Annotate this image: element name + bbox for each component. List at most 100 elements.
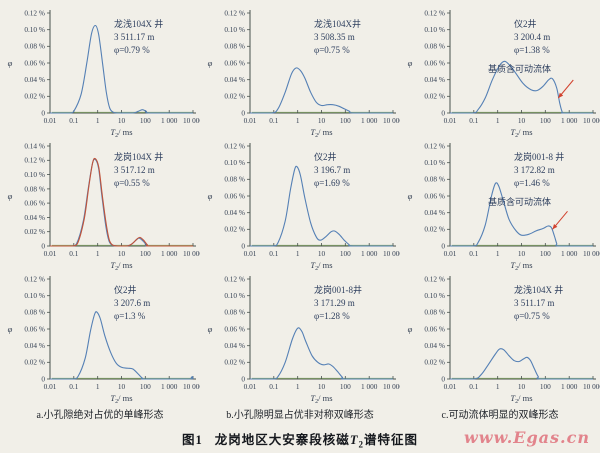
svg-text:φ: φ <box>408 191 413 201</box>
svg-text:0.01: 0.01 <box>444 116 457 125</box>
subfigure-captions: a.小孔隙绝对占优的单峰形态 b.小孔隙明显占优非对称双峰形态 c.可动流体明显… <box>0 406 600 421</box>
svg-text:0.04 %: 0.04 % <box>24 213 45 222</box>
svg-text:10: 10 <box>318 382 326 391</box>
well-annotation: 龙浅104X 井 3 511.17 m φ=0.79 % <box>114 18 163 57</box>
svg-text:1: 1 <box>96 382 100 391</box>
chart-cell-r2c1: 0 0.02 % 0.04 % 0.06 % 0.08 % 0.10 % 0.12 % 0.1… <box>0 138 200 271</box>
well-depth: 3 508.35 m <box>314 32 355 43</box>
chart-grid: 0 0.02 % 0.04 % 0.06 % 0.08 % 0.10 % 0.12 % 0.0… <box>0 5 600 404</box>
svg-text:0: 0 <box>441 374 445 383</box>
well-depth: 3 207.6 m <box>114 298 151 309</box>
svg-text:0.04 %: 0.04 % <box>424 341 445 350</box>
svg-text:10 000: 10 000 <box>383 116 400 125</box>
svg-text:1 000: 1 000 <box>561 116 578 125</box>
svg-text:0.12 %: 0.12 % <box>224 8 245 17</box>
figure-number: 图1 <box>182 433 203 447</box>
svg-text:0.01: 0.01 <box>244 382 257 391</box>
svg-text:10 000: 10 000 <box>383 249 400 258</box>
chart-cell-r1c2: 0 0.02 % 0.04 % 0.06 % 0.08 % 0.10 % 0.12 % 0.0… <box>200 5 400 138</box>
svg-text:0.02 %: 0.02 % <box>24 92 45 101</box>
svg-text:0.10 %: 0.10 % <box>224 291 245 300</box>
svg-text:0.06 %: 0.06 % <box>24 199 45 208</box>
well-annotation: 龙岗001-8 井 3 172.82 m φ=1.46 % <box>514 151 564 190</box>
svg-text:100: 100 <box>140 116 151 125</box>
svg-text:100: 100 <box>340 249 351 258</box>
svg-text:0: 0 <box>241 108 245 117</box>
well-depth: 3 200.4 m <box>514 32 551 43</box>
svg-text:0.01: 0.01 <box>44 382 57 391</box>
svg-text:0.06 %: 0.06 % <box>424 191 445 200</box>
well-annotation: 龙岗001-8井 3 171.29 m φ=1.28 % <box>314 284 362 323</box>
svg-text:0.01: 0.01 <box>444 382 457 391</box>
svg-text:10 000: 10 000 <box>183 249 200 258</box>
svg-text:0.02 %: 0.02 % <box>224 358 245 367</box>
well-depth: 3 511.17 m <box>514 298 555 309</box>
t2-spectrum-plot: 0 0.02 % 0.04 % 0.06 % 0.08 % 0.10 % 0.12 % 0.0… <box>208 141 400 271</box>
svg-text:0.04 %: 0.04 % <box>424 208 445 217</box>
t2-spectrum-plot: 0 0.02 % 0.04 % 0.06 % 0.08 % 0.10 % 0.12 % 0.0… <box>408 8 600 138</box>
svg-text:T2/ ms: T2/ ms <box>110 127 132 138</box>
svg-text:0.06 %: 0.06 % <box>224 191 245 200</box>
svg-text:0.01: 0.01 <box>44 116 57 125</box>
movable-fluid-callout: 基质含可动流体 <box>488 197 552 207</box>
svg-text:100: 100 <box>140 249 151 258</box>
svg-text:10: 10 <box>118 382 126 391</box>
svg-text:0.06 %: 0.06 % <box>24 324 45 333</box>
t2-subscript: 2 <box>358 439 364 450</box>
caption-b: b.小孔隙明显占优非对称双峰形态 <box>226 410 374 421</box>
well-annotation: 龙岗104X 井 3 517.12 m φ=0.55 % <box>114 151 163 190</box>
svg-text:0.12 %: 0.12 % <box>224 141 245 150</box>
svg-text:0.08 %: 0.08 % <box>224 42 245 51</box>
svg-text:φ: φ <box>8 324 13 334</box>
well-porosity: φ=0.75 % <box>514 311 550 322</box>
svg-text:10: 10 <box>118 249 126 258</box>
svg-text:100: 100 <box>340 382 351 391</box>
svg-text:1 000: 1 000 <box>561 249 578 258</box>
svg-text:0.02 %: 0.02 % <box>224 92 245 101</box>
well-annotation: 仪2井 3 200.4 m φ=1.38 % <box>514 18 550 57</box>
svg-text:0.06 %: 0.06 % <box>424 324 445 333</box>
svg-text:0.10 %: 0.10 % <box>24 170 45 179</box>
svg-text:1: 1 <box>496 116 500 125</box>
svg-text:φ: φ <box>8 191 13 201</box>
svg-text:φ: φ <box>208 58 213 68</box>
svg-text:0.01: 0.01 <box>244 116 257 125</box>
t2-spectrum-plot: 0 0.02 % 0.04 % 0.06 % 0.08 % 0.10 % 0.12 % 0.0… <box>208 8 400 138</box>
svg-text:10: 10 <box>318 116 326 125</box>
svg-text:0.12 %: 0.12 % <box>424 8 445 17</box>
svg-text:1: 1 <box>296 116 300 125</box>
well-name: 仪2井 <box>314 152 337 162</box>
svg-text:0.02 %: 0.02 % <box>24 358 45 367</box>
chart-cell-r2c3: 0 0.02 % 0.04 % 0.06 % 0.08 % 0.10 % 0.12 % 0.0… <box>400 138 600 271</box>
svg-text:0.08 %: 0.08 % <box>224 308 245 317</box>
well-name: 龙岗001-8井 <box>314 285 362 295</box>
svg-text:1 000: 1 000 <box>161 249 178 258</box>
svg-text:T2/ ms: T2/ ms <box>510 393 532 404</box>
svg-text:0.08 %: 0.08 % <box>24 42 45 51</box>
well-name: 龙浅104X井 <box>314 19 361 29</box>
well-name: 龙岗104X 井 <box>114 152 164 162</box>
svg-text:0: 0 <box>441 108 445 117</box>
svg-text:0: 0 <box>41 374 45 383</box>
svg-text:0: 0 <box>41 108 45 117</box>
svg-text:0: 0 <box>241 241 245 250</box>
well-porosity: φ=0.79 % <box>114 45 150 56</box>
svg-text:10 000: 10 000 <box>183 116 200 125</box>
svg-text:0.1: 0.1 <box>69 249 78 258</box>
chart-cell-r1c1: 0 0.02 % 0.04 % 0.06 % 0.08 % 0.10 % 0.12 % 0.0… <box>0 5 200 138</box>
svg-text:0.10 %: 0.10 % <box>24 25 45 34</box>
t2-spectrum-plot: 0 0.02 % 0.04 % 0.06 % 0.08 % 0.10 % 0.12 % 0.0… <box>408 274 600 404</box>
t2-spectrum-plot: 0 0.02 % 0.04 % 0.06 % 0.08 % 0.10 % 0.12 % 0.0… <box>8 8 200 138</box>
svg-text:0.04 %: 0.04 % <box>224 75 245 84</box>
svg-text:0: 0 <box>41 241 45 250</box>
svg-text:10: 10 <box>518 382 526 391</box>
chart-cell-r3c3: 0 0.02 % 0.04 % 0.06 % 0.08 % 0.10 % 0.12 % 0.0… <box>400 271 600 404</box>
svg-text:0: 0 <box>441 241 445 250</box>
well-porosity: φ=1.46 % <box>514 178 550 189</box>
svg-text:0.08 %: 0.08 % <box>24 184 45 193</box>
svg-text:φ: φ <box>208 191 213 201</box>
well-name: 龙浅104X 井 <box>514 285 564 295</box>
well-name: 仪2井 <box>514 19 537 29</box>
svg-text:0.02 %: 0.02 % <box>224 225 245 234</box>
svg-text:0.01: 0.01 <box>44 249 57 258</box>
